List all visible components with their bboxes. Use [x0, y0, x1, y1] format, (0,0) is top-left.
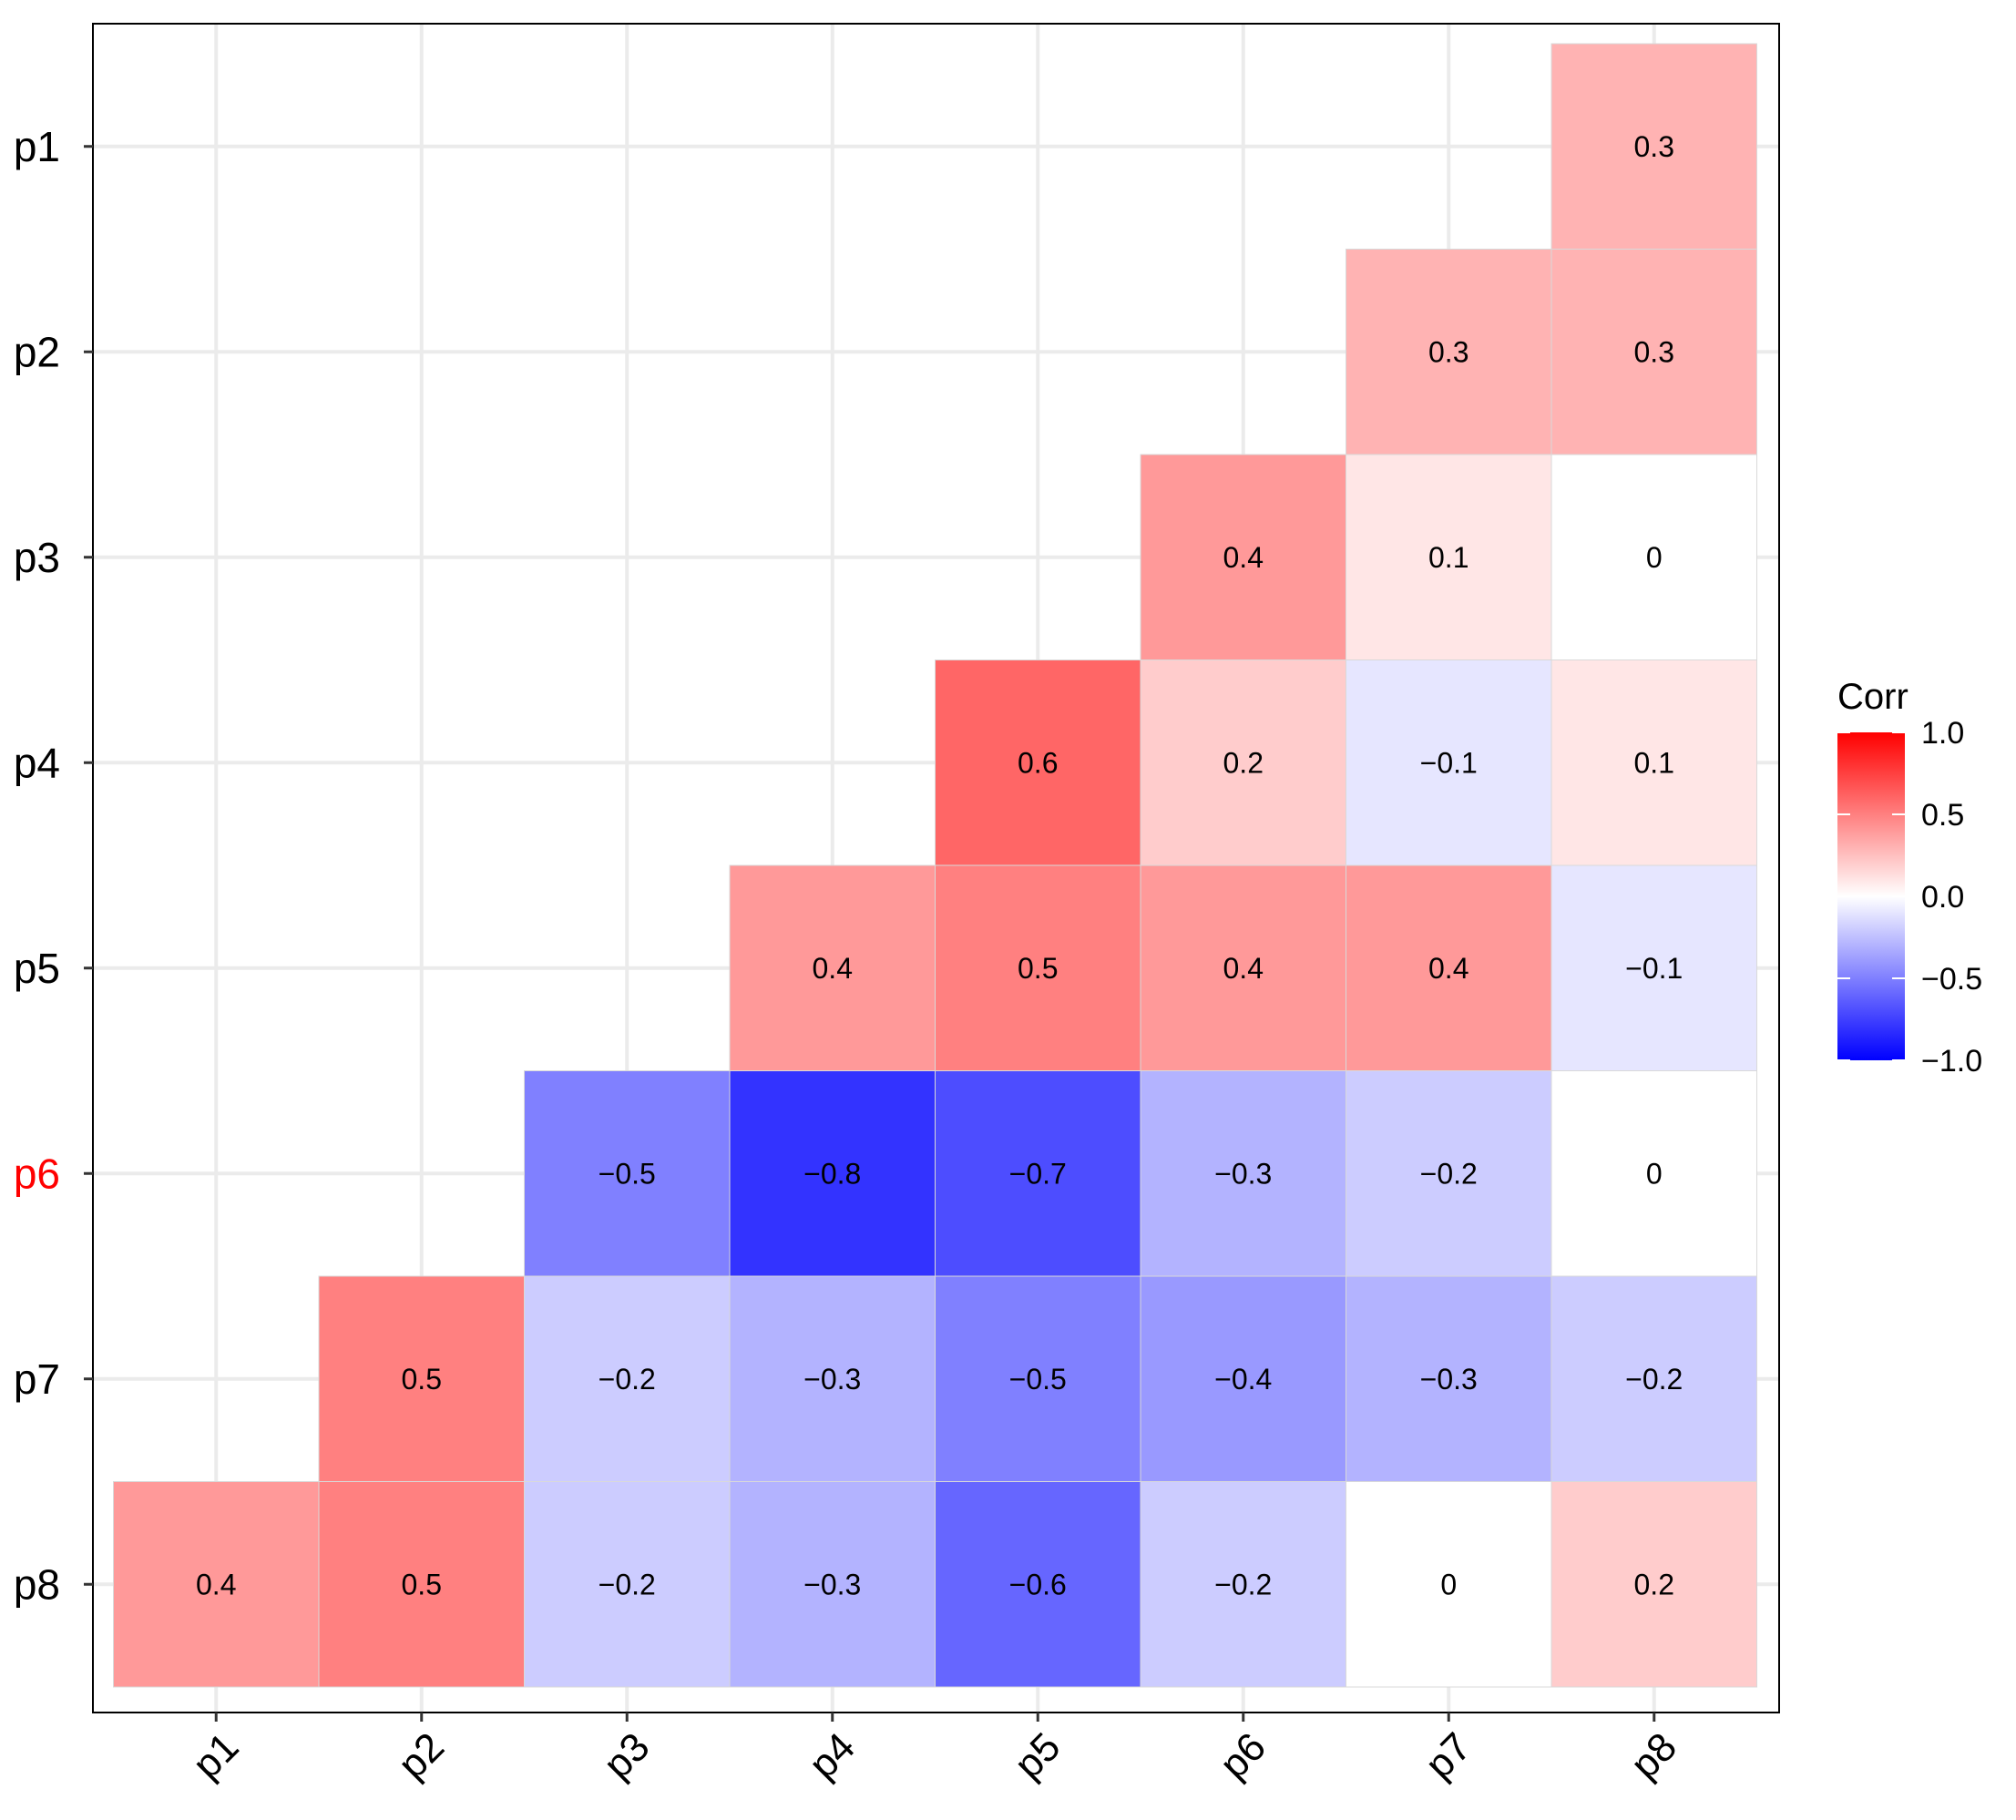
cell-p8-p5 [935, 1481, 1141, 1688]
x-tick-label-p3: p3 [595, 1724, 658, 1787]
cell-label-p7-p3: −0.2 [599, 1363, 656, 1396]
cell-p7-p5 [935, 1275, 1141, 1482]
cell-label-p6-p7: −0.2 [1420, 1157, 1478, 1190]
panel-border [92, 23, 1780, 1713]
cell-label-p8-p4: −0.3 [803, 1568, 861, 1600]
cell-label-p2-p7: 0.3 [1428, 335, 1469, 368]
y-tick-label-p3: p3 [14, 534, 60, 581]
cell-label-p6-p6: −0.3 [1214, 1157, 1272, 1190]
legend-title: Corr [1837, 677, 1909, 717]
cell-p8-p3 [524, 1481, 731, 1688]
cell-label-p4-p8: 0.1 [1634, 746, 1674, 779]
y-tick-label-p6: p6 [14, 1150, 60, 1197]
cell-label-p4-p5: 0.6 [1018, 746, 1058, 779]
cell-p7-p7 [1346, 1275, 1552, 1482]
cell-label-p5-p7: 0.4 [1428, 952, 1469, 985]
cell-label-p4-p6: 0.2 [1223, 746, 1264, 779]
cell-label-p7-p6: −0.4 [1214, 1363, 1272, 1396]
cell-p4-p8 [1550, 659, 1757, 866]
x-tick-label-p7: p7 [1417, 1724, 1479, 1787]
cell-label-p6-p8: 0 [1646, 1157, 1663, 1190]
cell-label-p1-p8: 0.3 [1634, 130, 1674, 163]
y-tick-label-p8: p8 [14, 1560, 60, 1608]
cell-label-p7-p5: −0.5 [1009, 1363, 1067, 1396]
heatmap-cells [113, 43, 1757, 1688]
cell-label-p7-p8: −0.2 [1625, 1363, 1683, 1396]
cell-p7-p3 [524, 1275, 731, 1482]
cell-p3-p8 [1550, 454, 1757, 660]
y-tick-label-p1: p1 [14, 123, 60, 170]
legend-ticks: 1.0 0.5 0.0 −0.5 −1.0 [1837, 716, 1982, 1079]
cell-label-p3-p6: 0.4 [1223, 541, 1264, 574]
cell-label-p2-p8: 0.3 [1634, 335, 1674, 368]
cell-label-p7-p2: 0.5 [402, 1363, 442, 1396]
cell-label-p8-p3: −0.2 [599, 1568, 656, 1600]
cell-p5-p6 [1140, 864, 1346, 1071]
cell-p8-p8 [1550, 1481, 1757, 1688]
cell-p2-p8 [1550, 249, 1757, 455]
x-tick-label-p4: p4 [801, 1724, 864, 1787]
cell-p8-p4 [729, 1481, 936, 1688]
legend-tick-label-1: 0.5 [1921, 798, 1964, 833]
legend-tick-label-2: 0.0 [1921, 880, 1964, 915]
legend: Corr 1.0 0.5 0.0 −0.5 −1.0 [1837, 677, 1982, 1079]
cell-p7-p6 [1140, 1275, 1346, 1482]
cell-label-p8-p6: −0.2 [1214, 1568, 1272, 1600]
cell-label-p8-p8: 0.2 [1634, 1568, 1674, 1600]
cell-p8-p6 [1140, 1481, 1346, 1688]
x-axis: p1 p2 p3 p4 p5 p6 p7 p8 [184, 1713, 1685, 1787]
x-tick-label-p2: p2 [390, 1724, 453, 1787]
y-axis: p1 p2 p3 p4 p5 p6 p7 p8 [14, 123, 93, 1608]
y-tick-label-p7: p7 [14, 1355, 60, 1403]
y-tick-label-p5: p5 [14, 945, 60, 992]
y-tick-label-p2: p2 [14, 328, 60, 375]
cell-p7-p8 [1550, 1275, 1757, 1482]
legend-tick-label-4: −1.0 [1921, 1044, 1982, 1079]
cell-label-p8-p1: 0.4 [196, 1568, 236, 1600]
cell-p7-p2 [318, 1275, 525, 1482]
x-tick-label-p6: p6 [1212, 1724, 1274, 1787]
cell-p8-p2 [318, 1481, 525, 1688]
cell-label-p4-p7: −0.1 [1420, 746, 1478, 779]
cell-p6-p3 [524, 1070, 731, 1277]
cell-label-p5-p6: 0.4 [1223, 952, 1264, 985]
legend-tick-label-3: −0.5 [1921, 962, 1982, 997]
y-tick-label-p4: p4 [14, 739, 60, 786]
legend-tick-label-0: 1.0 [1921, 716, 1964, 751]
cell-label-p8-p2: 0.5 [402, 1568, 442, 1600]
cell-p1-p8 [1550, 43, 1757, 250]
cell-p3-p7 [1346, 454, 1552, 660]
cell-p6-p8 [1550, 1070, 1757, 1277]
cell-p4-p5 [935, 659, 1141, 866]
cell-label-p6-p4: −0.8 [803, 1157, 861, 1190]
cell-label-p3-p7: 0.1 [1428, 541, 1469, 574]
cell-label-p5-p8: −0.1 [1625, 952, 1683, 985]
cell-label-p6-p3: −0.5 [599, 1157, 656, 1190]
cell-label-p7-p7: −0.3 [1420, 1363, 1478, 1396]
cell-value-labels: 0.3 0.3 0.3 0.4 0.1 0 0.6 0.2 −0.1 0.1 0.4 0.5 0.4 0.… [196, 130, 1683, 1601]
x-tick-label-p8: p8 [1622, 1724, 1685, 1787]
cell-p5-p7 [1346, 864, 1552, 1071]
cell-p6-p4 [729, 1070, 936, 1277]
cell-label-p5-p5: 0.5 [1018, 952, 1058, 985]
cell-label-p5-p4: 0.4 [813, 952, 853, 985]
x-tick-label-p1: p1 [184, 1724, 247, 1787]
cell-label-p6-p5: −0.7 [1009, 1157, 1067, 1190]
cell-p6-p5 [935, 1070, 1141, 1277]
cell-label-p8-p7: 0 [1440, 1568, 1457, 1600]
cell-p5-p5 [935, 864, 1141, 1071]
cell-p8-p7 [1346, 1481, 1552, 1688]
cell-p6-p6 [1140, 1070, 1346, 1277]
cell-label-p8-p5: −0.6 [1009, 1568, 1067, 1600]
x-tick-label-p5: p5 [1006, 1724, 1069, 1787]
cell-p3-p6 [1140, 454, 1346, 660]
cell-p5-p4 [729, 864, 936, 1071]
cell-label-p3-p8: 0 [1646, 541, 1663, 574]
cell-p4-p7 [1346, 659, 1552, 866]
cell-p6-p7 [1346, 1070, 1552, 1277]
cell-label-p7-p4: −0.3 [803, 1363, 861, 1396]
cell-p5-p8 [1550, 864, 1757, 1071]
